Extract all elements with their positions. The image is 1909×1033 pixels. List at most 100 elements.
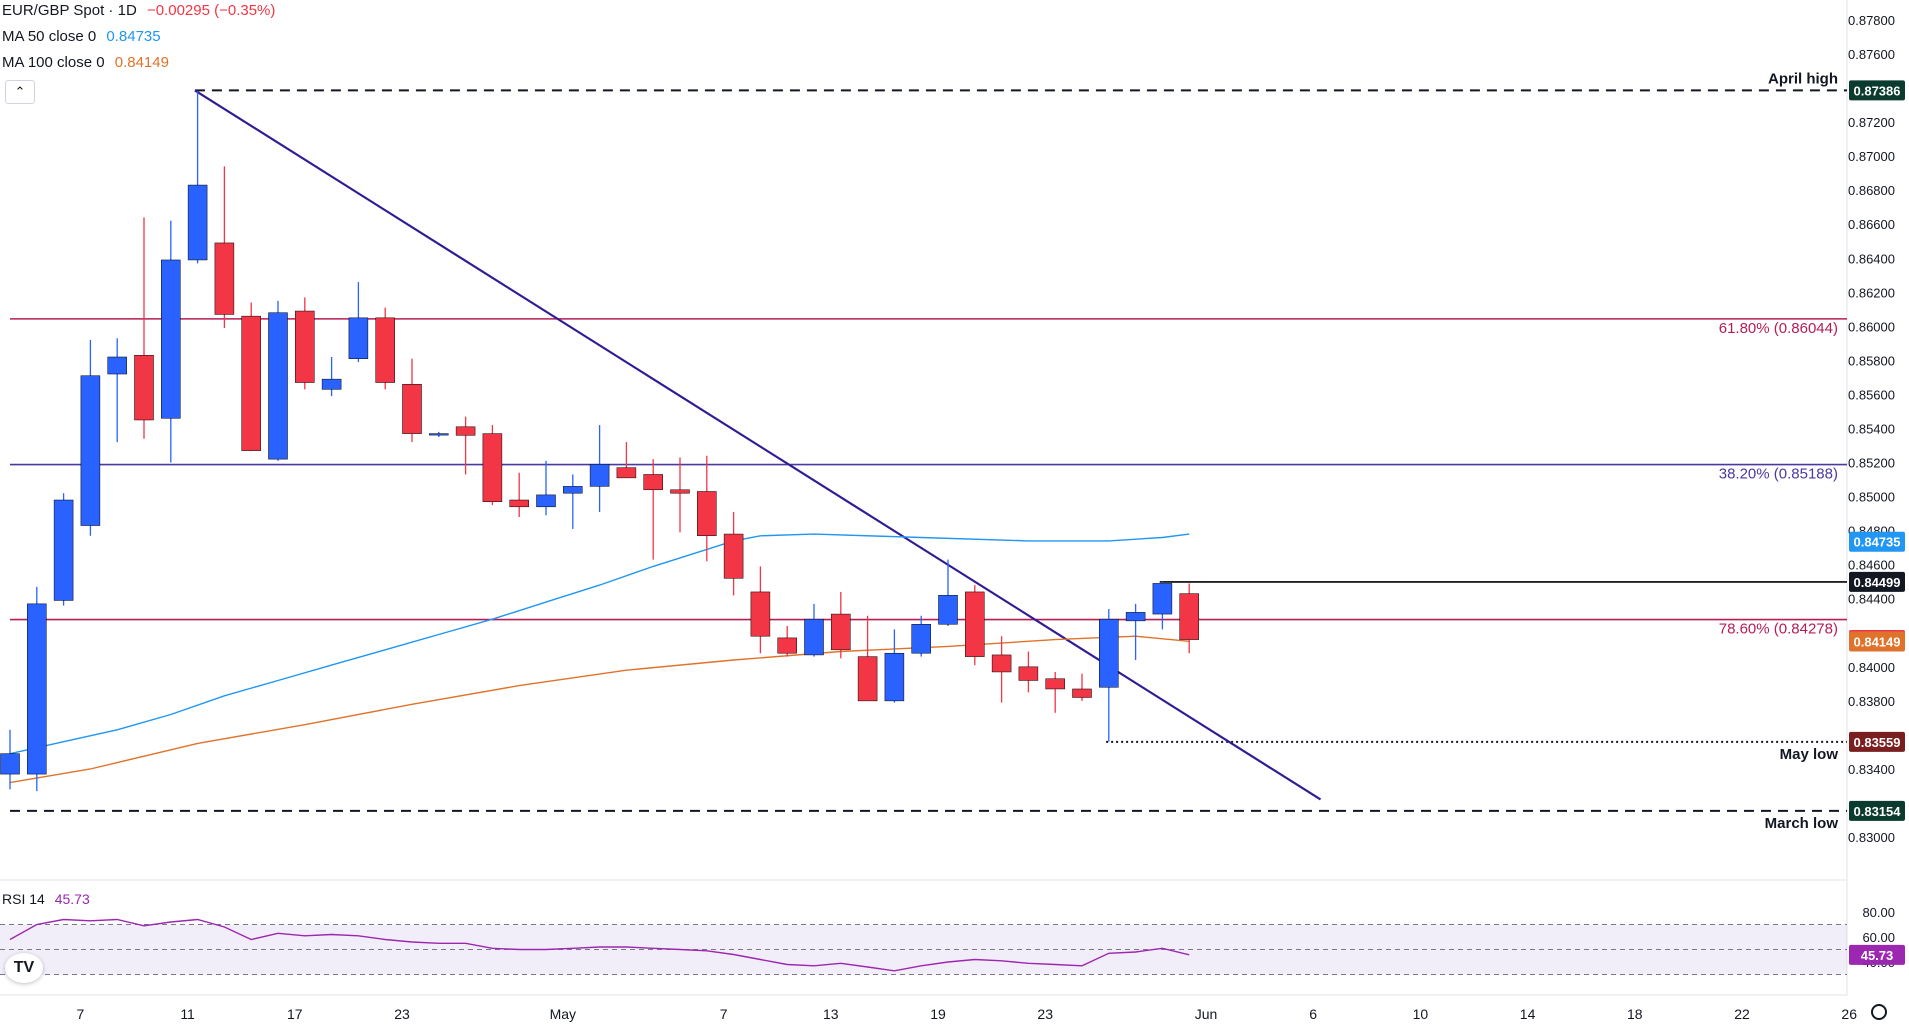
symbol-title[interactable]: EUR/GBP Spot · 1D (2, 2, 137, 19)
candle-body[interactable] (482, 433, 503, 502)
candle-body[interactable] (429, 433, 449, 436)
moving-averages-layer (9, 533, 1190, 784)
price-tick-label: 0.84600 (1848, 558, 1895, 573)
price-tick-label: 0.84000 (1848, 660, 1895, 675)
time-tick-label: 14 (1520, 1006, 1536, 1022)
candle-body[interactable] (27, 603, 47, 775)
candle-body[interactable] (241, 315, 261, 451)
price-tick-label: 0.85400 (1848, 422, 1895, 437)
candle-body[interactable] (670, 489, 690, 494)
candle-body[interactable] (1072, 688, 1092, 698)
candle-body[interactable] (509, 499, 529, 508)
candle-body[interactable] (53, 499, 74, 601)
time-tick-label: 11 (180, 1006, 195, 1022)
time-tick-label: 6 (1309, 1006, 1317, 1022)
candle-body[interactable] (268, 312, 288, 460)
price-axis-tag-bg (1849, 631, 1905, 652)
candle-body[interactable] (402, 383, 422, 434)
candle-body[interactable] (884, 652, 905, 702)
rsi-legend[interactable]: RSI 14 45.73 (2, 891, 96, 907)
level-axis-tag: 0.84499 (1854, 575, 1901, 590)
ma50-line[interactable] (9, 533, 1190, 755)
rsi-tick-label: 80.00 (1862, 905, 1895, 920)
ma50-value: 0.84735 (106, 28, 161, 45)
level-axis-tag-bg (1849, 80, 1905, 101)
level-label-may-low: May low (1780, 746, 1839, 763)
candle-body[interactable] (1018, 666, 1039, 681)
ma100-line[interactable] (9, 635, 1190, 784)
candle-body[interactable] (965, 591, 985, 657)
level-axis-tag-bg (1849, 800, 1905, 821)
candle-body[interactable] (777, 637, 797, 654)
ma50-legend[interactable]: MA 50 close 0 0.84735 (2, 28, 167, 45)
candle-body[interactable] (938, 595, 958, 625)
candle-body[interactable] (107, 356, 127, 375)
price-tick-label: 0.87800 (1848, 13, 1895, 28)
level-label-march-low: March low (1765, 815, 1839, 832)
price-tick-label: 0.85800 (1848, 353, 1895, 368)
levels-layer: April high 61.80% (0.86044) 38.20% (0.8518… (10, 70, 1847, 832)
candle-body[interactable] (1179, 593, 1199, 640)
candle-body[interactable] (295, 310, 315, 383)
rsi-layer (0, 918, 1847, 975)
candle-body[interactable] (455, 426, 476, 436)
ma100-legend[interactable]: MA 100 close 0 0.84149 (2, 54, 175, 71)
level-label-fib-382: 38.20% (0.85188) (1719, 466, 1838, 483)
candle-body[interactable] (804, 618, 824, 656)
candle-body[interactable] (214, 242, 235, 315)
candle-body[interactable] (187, 184, 208, 261)
time-tick-label: May (550, 1006, 576, 1022)
candle-body[interactable] (375, 317, 395, 383)
price-tick-label: 0.84400 (1848, 592, 1895, 607)
time-tick-label: 26 (1841, 1006, 1857, 1022)
level-axis-tag-bg (1849, 571, 1905, 592)
level-axis-tag: 0.87386 (1854, 83, 1901, 98)
candle-body[interactable] (321, 378, 342, 390)
time-tick-label: 17 (287, 1006, 303, 1022)
candle-body[interactable] (80, 375, 101, 526)
candle-body[interactable] (750, 591, 771, 637)
time-tick-label: 22 (1734, 1006, 1750, 1022)
candle-body[interactable] (348, 317, 369, 359)
candle-body[interactable] (1152, 583, 1173, 615)
candle-body[interactable] (1125, 612, 1146, 622)
price-tick-label: 0.86600 (1848, 217, 1895, 232)
level-axis-tag: 0.83154 (1854, 804, 1902, 819)
ma100-label: MA 100 close 0 (2, 54, 105, 71)
rsi-line[interactable] (9, 918, 1190, 972)
candle-body[interactable] (161, 259, 181, 419)
level-axis-tag: 0.83559 (1854, 735, 1901, 750)
candle-body[interactable] (723, 533, 744, 579)
candle-body[interactable] (563, 486, 583, 494)
rsi-value: 45.73 (54, 891, 90, 907)
price-axis-tag: 0.84149 (1854, 634, 1901, 649)
level-label-fib-786: 78.60% (0.84278) (1719, 621, 1838, 638)
candle-body[interactable] (0, 753, 20, 775)
tradingview-logo-icon[interactable]: TV (5, 953, 43, 983)
rsi-axis-tag: 45.73 (1861, 948, 1894, 963)
price-tick-label: 0.85600 (1848, 387, 1895, 402)
candle-body[interactable] (589, 464, 610, 487)
candle-body[interactable] (643, 474, 663, 491)
candle-body[interactable] (536, 494, 556, 508)
candle-body[interactable] (991, 654, 1012, 673)
candle-body[interactable] (911, 624, 931, 654)
collapse-legend-button[interactable]: ⌃ (5, 80, 35, 104)
candle-body[interactable] (697, 491, 717, 537)
chevron-up-icon: ⌃ (14, 84, 26, 99)
time-tick-label: 23 (1037, 1006, 1053, 1022)
time-tick-label: 13 (823, 1006, 839, 1022)
candle-body[interactable] (857, 656, 878, 702)
axis-layer: 0.87800 0.87600 0.87200 0.87000 0.86800 0.866… (77, 13, 1895, 1022)
trendline[interactable] (194, 89, 1322, 801)
candle-body[interactable] (831, 613, 851, 651)
time-tick-label: 23 (394, 1006, 410, 1022)
candle-body[interactable] (616, 467, 637, 479)
candle-body[interactable] (1045, 678, 1065, 690)
candle-body[interactable] (1099, 618, 1119, 688)
gear-icon[interactable] (1871, 1004, 1887, 1020)
candle-body[interactable] (134, 355, 154, 421)
level-label-april-high: April high (1768, 70, 1838, 87)
price-tick-label: 0.86800 (1848, 183, 1895, 198)
